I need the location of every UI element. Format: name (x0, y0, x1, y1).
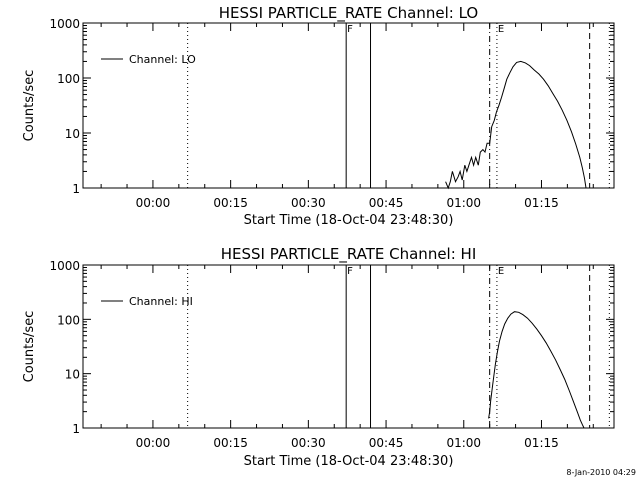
plot-frame (82, 22, 615, 189)
x-tick-label: 00:15 (213, 436, 248, 450)
series-line (488, 311, 585, 429)
legend-entry: Channel: HI (129, 295, 193, 308)
chart-title: HESSI PARTICLE_RATE Channel: LO (219, 4, 478, 23)
event-marker-label: E (498, 266, 504, 277)
x-tick-label: 01:00 (446, 196, 481, 210)
x-tick-label: 00:00 (136, 196, 171, 210)
x-tick-label: 00:30 (291, 436, 326, 450)
y-tick-label: 10 (65, 127, 80, 141)
panel-lo: HESSI PARTICLE_RATE Channel: LO 00:00 00:1… (22, 4, 615, 228)
y-tick-label: 1 (72, 422, 80, 436)
x-tick-label: 00:45 (369, 196, 404, 210)
x-tick-label: 01:15 (524, 196, 559, 210)
y-axis-label: Counts/sec (22, 70, 37, 142)
event-marker-label: E (498, 24, 504, 35)
x-tick-label: 00:30 (291, 196, 326, 210)
x-tick-label: 00:15 (213, 196, 248, 210)
x-tick-label: 01:00 (446, 436, 481, 450)
y-tick-label: 100 (57, 313, 80, 327)
y-tick-label: 1 (72, 182, 80, 196)
y-axis-label: Counts/sec (22, 311, 37, 383)
x-axis-label: Start Time (18-Oct-04 23:48:30) (244, 454, 454, 469)
y-tick-label: 100 (57, 72, 80, 86)
y-tick-label: 1000 (49, 259, 80, 273)
y-tick-label: 1000 (49, 17, 80, 31)
x-tick-label: 00:00 (136, 436, 171, 450)
x-axis-label: Start Time (18-Oct-04 23:48:30) (244, 213, 454, 228)
panel-hi: HESSI PARTICLE_RATE Channel: HI 00:00 00:1… (22, 245, 615, 469)
plot-frame (82, 264, 615, 429)
x-tick-label: 01:15 (524, 436, 559, 450)
footer-timestamp: 8-Jan-2010 04:29 (566, 468, 636, 477)
legend-entry: Channel: LO (129, 53, 196, 66)
event-marker-label: F (347, 266, 353, 277)
x-tick-label: 00:45 (369, 436, 404, 450)
y-tick-label: 10 (65, 368, 80, 382)
event-marker-label: F (347, 24, 353, 35)
chart-title: HESSI PARTICLE_RATE Channel: HI (221, 245, 477, 264)
series-line (445, 60, 587, 190)
